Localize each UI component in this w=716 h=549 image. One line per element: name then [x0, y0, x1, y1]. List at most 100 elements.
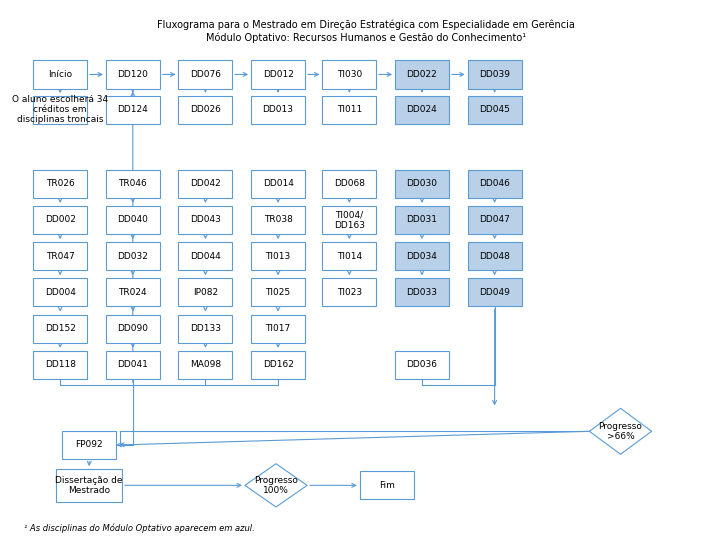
- Text: DD013: DD013: [263, 105, 294, 114]
- Text: DD120: DD120: [117, 70, 148, 79]
- FancyBboxPatch shape: [251, 315, 305, 343]
- Text: Dissertação de
Mestrado: Dissertação de Mestrado: [55, 475, 123, 495]
- Text: TR046: TR046: [118, 179, 147, 188]
- FancyBboxPatch shape: [395, 170, 449, 198]
- Text: Início: Início: [48, 70, 72, 79]
- Polygon shape: [589, 408, 652, 454]
- FancyBboxPatch shape: [395, 60, 449, 88]
- Text: DD048: DD048: [479, 251, 510, 261]
- Text: DD036: DD036: [407, 360, 437, 369]
- Text: DD152: DD152: [44, 324, 76, 333]
- FancyBboxPatch shape: [178, 242, 233, 270]
- FancyBboxPatch shape: [106, 242, 160, 270]
- Text: DD026: DD026: [190, 105, 221, 114]
- Text: DD031: DD031: [407, 215, 437, 225]
- Text: DD033: DD033: [407, 288, 437, 297]
- FancyBboxPatch shape: [33, 206, 87, 234]
- FancyBboxPatch shape: [395, 351, 449, 379]
- Text: DD034: DD034: [407, 251, 437, 261]
- Text: DD039: DD039: [479, 70, 510, 79]
- Text: DD041: DD041: [117, 360, 148, 369]
- Text: DD076: DD076: [190, 70, 221, 79]
- Text: DD042: DD042: [190, 179, 221, 188]
- Text: DD044: DD044: [190, 251, 221, 261]
- Text: TI013: TI013: [266, 251, 291, 261]
- Text: TI030: TI030: [337, 70, 362, 79]
- Text: TI025: TI025: [266, 288, 291, 297]
- FancyBboxPatch shape: [106, 351, 160, 379]
- Text: DD162: DD162: [263, 360, 294, 369]
- FancyBboxPatch shape: [178, 315, 233, 343]
- FancyBboxPatch shape: [468, 60, 521, 88]
- Text: DD022: DD022: [407, 70, 437, 79]
- FancyBboxPatch shape: [178, 170, 233, 198]
- FancyBboxPatch shape: [395, 96, 449, 124]
- Text: DD030: DD030: [407, 179, 437, 188]
- Text: Progresso
>66%: Progresso >66%: [599, 422, 642, 441]
- FancyBboxPatch shape: [251, 278, 305, 306]
- FancyBboxPatch shape: [33, 170, 87, 198]
- FancyBboxPatch shape: [251, 351, 305, 379]
- FancyBboxPatch shape: [178, 96, 233, 124]
- FancyBboxPatch shape: [322, 60, 377, 88]
- FancyBboxPatch shape: [322, 96, 377, 124]
- FancyBboxPatch shape: [33, 315, 87, 343]
- Text: DD032: DD032: [117, 251, 148, 261]
- Text: DD068: DD068: [334, 179, 365, 188]
- Text: DD045: DD045: [479, 105, 510, 114]
- FancyBboxPatch shape: [251, 206, 305, 234]
- FancyBboxPatch shape: [178, 278, 233, 306]
- FancyBboxPatch shape: [178, 351, 233, 379]
- FancyBboxPatch shape: [33, 242, 87, 270]
- FancyBboxPatch shape: [178, 206, 233, 234]
- Text: Progresso
100%: Progresso 100%: [254, 475, 298, 495]
- FancyBboxPatch shape: [178, 60, 233, 88]
- FancyBboxPatch shape: [106, 170, 160, 198]
- Text: DD118: DD118: [44, 360, 76, 369]
- FancyBboxPatch shape: [322, 170, 377, 198]
- Text: DD012: DD012: [263, 70, 294, 79]
- FancyBboxPatch shape: [468, 170, 521, 198]
- FancyBboxPatch shape: [33, 60, 87, 88]
- Text: DD004: DD004: [44, 288, 76, 297]
- FancyBboxPatch shape: [106, 278, 160, 306]
- FancyBboxPatch shape: [395, 242, 449, 270]
- FancyBboxPatch shape: [106, 315, 160, 343]
- Text: Fluxograma para o Mestrado em Direção Estratégica com Especialidade em Gerência: Fluxograma para o Mestrado em Direção Es…: [157, 19, 575, 30]
- Text: TI014: TI014: [337, 251, 362, 261]
- FancyBboxPatch shape: [251, 60, 305, 88]
- Text: TR038: TR038: [263, 215, 293, 225]
- FancyBboxPatch shape: [251, 242, 305, 270]
- Text: Fim: Fim: [379, 481, 395, 490]
- FancyBboxPatch shape: [33, 351, 87, 379]
- FancyBboxPatch shape: [322, 206, 377, 234]
- FancyBboxPatch shape: [395, 206, 449, 234]
- FancyBboxPatch shape: [33, 278, 87, 306]
- Text: DD049: DD049: [479, 288, 510, 297]
- FancyBboxPatch shape: [106, 60, 160, 88]
- FancyBboxPatch shape: [322, 278, 377, 306]
- Text: DD124: DD124: [117, 105, 148, 114]
- FancyBboxPatch shape: [468, 278, 521, 306]
- Text: DD002: DD002: [44, 215, 76, 225]
- Text: TI023: TI023: [337, 288, 362, 297]
- Text: IP082: IP082: [193, 288, 218, 297]
- Text: ¹ As disciplinas do Módulo Optativo aparecem em azul.: ¹ As disciplinas do Módulo Optativo apar…: [24, 523, 254, 533]
- FancyBboxPatch shape: [468, 242, 521, 270]
- FancyBboxPatch shape: [62, 431, 116, 459]
- Text: TI017: TI017: [266, 324, 291, 333]
- Text: DD043: DD043: [190, 215, 221, 225]
- Text: TR024: TR024: [118, 288, 147, 297]
- FancyBboxPatch shape: [322, 242, 377, 270]
- Text: Módulo Optativo: Recursos Humanos e Gestão do Conhecimento¹: Módulo Optativo: Recursos Humanos e Gest…: [206, 33, 526, 43]
- FancyBboxPatch shape: [251, 96, 305, 124]
- Text: DD024: DD024: [407, 105, 437, 114]
- FancyBboxPatch shape: [106, 96, 160, 124]
- Text: FP092: FP092: [75, 440, 103, 449]
- Text: MA098: MA098: [190, 360, 221, 369]
- FancyBboxPatch shape: [395, 278, 449, 306]
- Text: TI011: TI011: [337, 105, 362, 114]
- Text: DD133: DD133: [190, 324, 221, 333]
- Text: DD040: DD040: [117, 215, 148, 225]
- Text: DD046: DD046: [479, 179, 510, 188]
